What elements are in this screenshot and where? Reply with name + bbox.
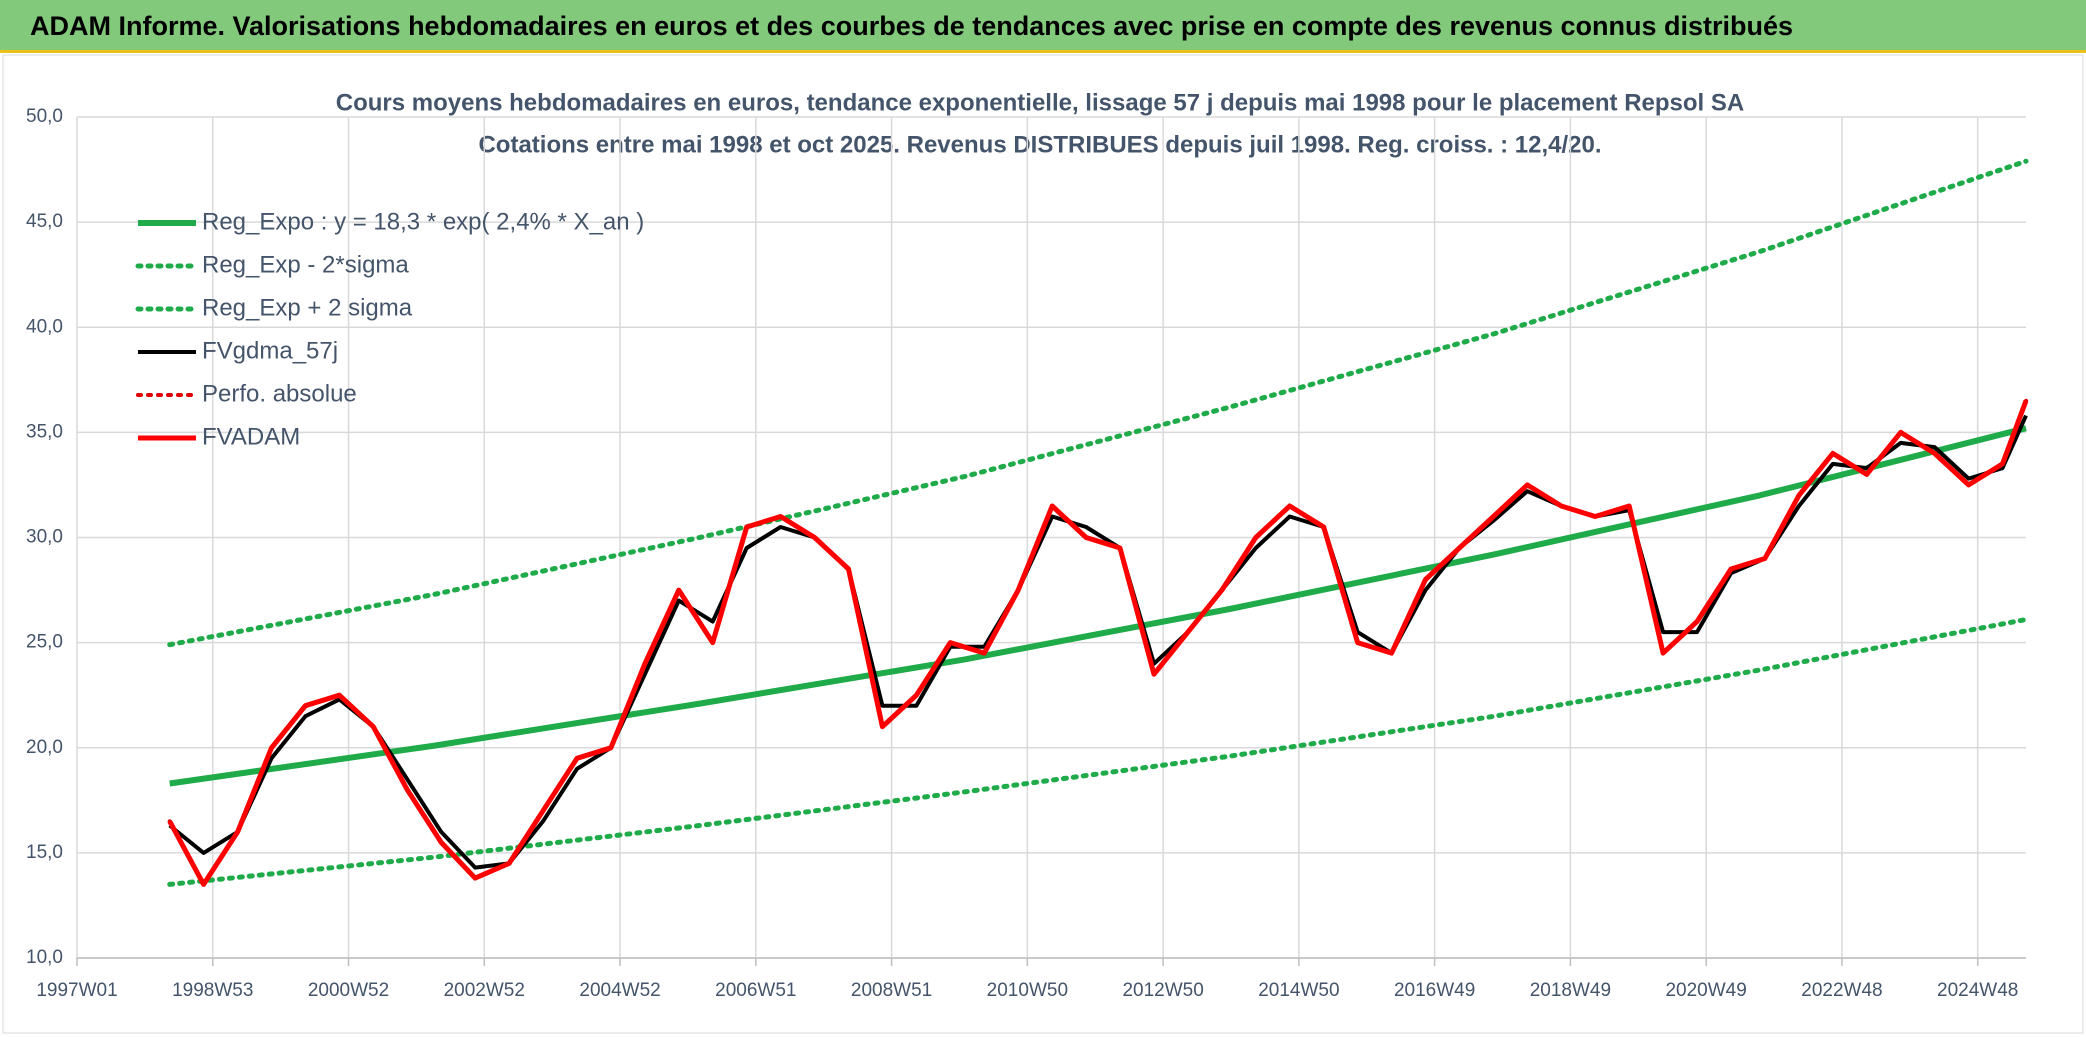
series-line [169,425,2027,787]
series-line [167,158,2029,648]
x-tick-label: 2018W49 [1530,980,1611,1001]
x-tick-label: 1998W53 [172,980,253,1001]
series-line [168,414,2028,870]
legend-label: Reg_Expo : y = 18,3 * exp( 2,4% * X_an ) [202,208,644,235]
x-tick-label: 2000W52 [308,980,389,1001]
x-tick-label: 2002W52 [444,980,525,1001]
y-tick-label: 50,0 [26,106,63,127]
chart-subtitle: Cotations entre mai 1998 et oct 2025. Re… [478,131,1601,158]
y-tick-label: 40,0 [26,316,63,337]
y-tick-label: 45,0 [26,211,63,232]
banner-title: ADAM Informe. Valorisations hebdomadaire… [30,11,1794,41]
series-line [167,399,2029,887]
legend-label: Reg_Exp + 2 sigma [202,294,413,321]
x-tick-label: 2006W51 [715,980,796,1001]
x-tick-label: 1997W01 [36,980,117,1001]
x-tick-label: 2004W52 [579,980,660,1001]
y-tick-label: 25,0 [26,632,63,653]
legend-label: Reg_Exp - 2*sigma [202,251,409,278]
chart-title: Cours moyens hebdomadaires en euros, ten… [336,89,1744,116]
x-tick-label: 2016W49 [1394,980,1475,1001]
series-line [167,617,2029,887]
y-tick-label: 20,0 [26,737,63,758]
legend-label: Perfo. absolue [202,380,357,407]
x-tick-label: 2008W51 [851,980,932,1001]
legend-label: FVADAM [202,423,300,450]
x-tick-label: 2024W48 [1937,980,2018,1001]
x-tick-label: 2010W50 [987,980,1068,1001]
x-tick-label: 2014W50 [1258,980,1339,1001]
chart: Cours moyens hebdomadaires en euros, ten… [2,54,2084,1034]
chart-frame [2,54,2084,1034]
y-tick-label: 35,0 [26,421,63,442]
x-tick-label: 2020W49 [1665,980,1746,1001]
banner: ADAM Informe. Valorisations hebdomadaire… [0,0,2086,53]
y-tick-label: 15,0 [26,842,63,863]
x-tick-label: 2012W50 [1122,980,1203,1001]
legend-label: FVgdma_57j [202,337,338,364]
x-tick-label: 2022W48 [1801,980,1882,1001]
y-tick-label: 10,0 [26,947,63,968]
y-tick-label: 30,0 [26,527,63,548]
